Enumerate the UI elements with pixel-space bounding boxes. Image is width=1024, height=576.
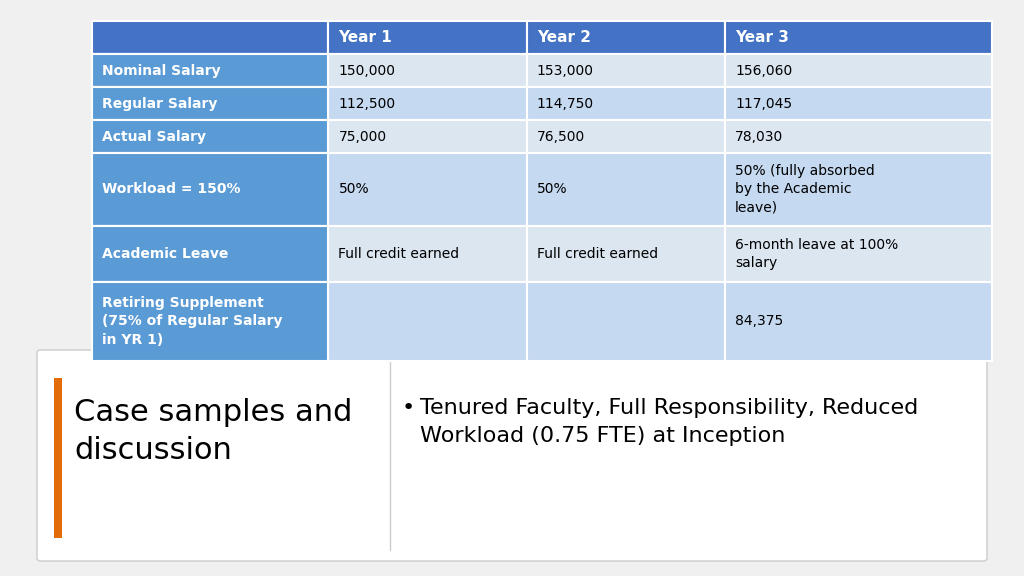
Text: Workload = 150%: Workload = 150% <box>102 183 241 196</box>
Text: 150,000: 150,000 <box>339 63 395 78</box>
Bar <box>725 153 992 226</box>
Text: Retiring Supplement
(75% of Regular Salary
in YR 1): Retiring Supplement (75% of Regular Sala… <box>102 296 283 347</box>
Text: Year 3: Year 3 <box>735 30 788 45</box>
Text: 78,030: 78,030 <box>735 130 783 143</box>
Text: 50% (fully absorbed
by the Academic
leave): 50% (fully absorbed by the Academic leav… <box>735 164 874 215</box>
Text: 156,060: 156,060 <box>735 63 793 78</box>
Text: 6-month leave at 100%
salary: 6-month leave at 100% salary <box>735 237 898 270</box>
Bar <box>725 21 992 54</box>
Bar <box>92 226 329 282</box>
Text: 76,500: 76,500 <box>537 130 585 143</box>
Bar <box>92 226 329 282</box>
Bar <box>329 226 526 282</box>
Text: 84,375: 84,375 <box>735 314 783 328</box>
Bar <box>526 226 725 282</box>
FancyBboxPatch shape <box>37 350 987 561</box>
Bar <box>92 153 329 226</box>
Text: Actual Salary: Actual Salary <box>102 130 206 143</box>
Bar <box>92 54 329 87</box>
Text: 117,045: 117,045 <box>735 97 793 111</box>
Bar <box>92 87 329 120</box>
Bar <box>329 87 526 120</box>
Bar <box>526 153 725 226</box>
Bar <box>526 21 725 54</box>
Text: Full credit earned: Full credit earned <box>339 247 460 261</box>
Bar <box>92 120 329 153</box>
Bar <box>92 54 329 87</box>
Bar <box>725 120 992 153</box>
Text: Academic Leave: Academic Leave <box>102 247 228 261</box>
Bar <box>526 54 725 87</box>
Text: Tenured Faculty, Full Responsibility, Reduced
Workload (0.75 FTE) at Inception: Tenured Faculty, Full Responsibility, Re… <box>420 398 919 446</box>
Bar <box>329 282 526 361</box>
Text: •: • <box>402 398 416 418</box>
Bar <box>725 87 992 120</box>
Bar <box>725 226 992 282</box>
Text: 50%: 50% <box>537 183 567 196</box>
Bar <box>54 378 62 538</box>
Text: 50%: 50% <box>339 183 369 196</box>
Bar <box>329 54 526 87</box>
Bar <box>329 153 526 226</box>
Bar <box>92 120 329 153</box>
Bar <box>92 282 329 361</box>
Bar <box>92 87 329 120</box>
Bar <box>92 153 329 226</box>
Bar <box>92 21 329 54</box>
Bar <box>725 54 992 87</box>
Text: 153,000: 153,000 <box>537 63 594 78</box>
Bar <box>725 282 992 361</box>
Text: Case samples and
discussion: Case samples and discussion <box>74 398 352 465</box>
Bar <box>329 120 526 153</box>
Text: Regular Salary: Regular Salary <box>102 97 217 111</box>
Text: 75,000: 75,000 <box>339 130 387 143</box>
Text: Nominal Salary: Nominal Salary <box>102 63 220 78</box>
Bar <box>526 282 725 361</box>
Text: Year 1: Year 1 <box>339 30 392 45</box>
Bar <box>526 87 725 120</box>
Text: 114,750: 114,750 <box>537 97 594 111</box>
Bar <box>329 21 526 54</box>
Text: 112,500: 112,500 <box>339 97 395 111</box>
Text: Year 2: Year 2 <box>537 30 591 45</box>
Bar <box>526 120 725 153</box>
Text: Full credit earned: Full credit earned <box>537 247 657 261</box>
Bar <box>92 282 329 361</box>
